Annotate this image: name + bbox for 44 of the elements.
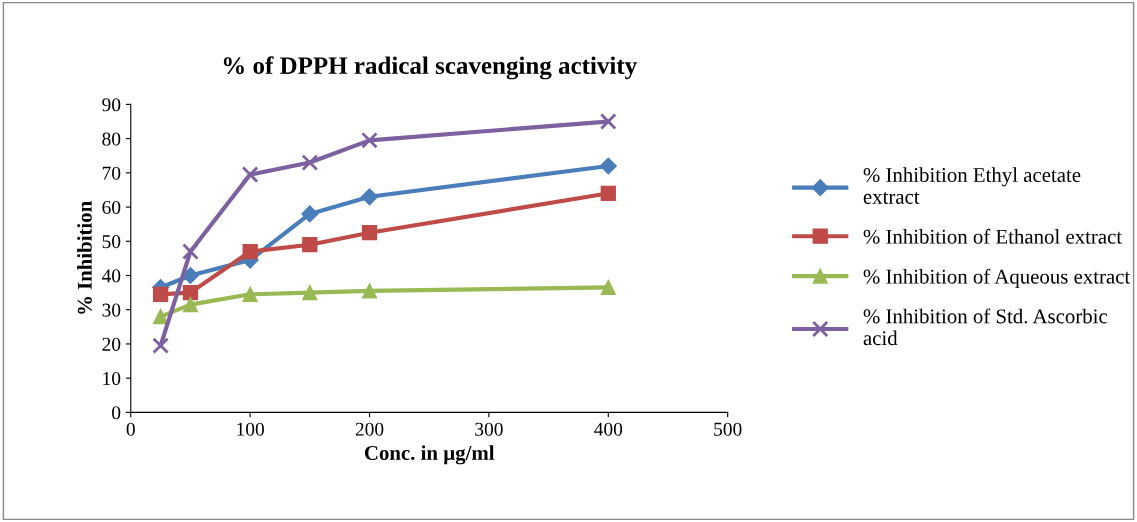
point: [182, 284, 199, 301]
point: [599, 113, 617, 130]
y-tick-label: 20: [102, 337, 121, 351]
x-tick-label: 500: [714, 422, 742, 436]
point: [600, 185, 616, 202]
y-axis-title: % Inhibition: [77, 201, 92, 314]
point: [301, 205, 319, 223]
y-tick-label: 60: [102, 200, 121, 214]
x-tick-label: 0: [126, 422, 135, 436]
y-tick-label: 70: [102, 166, 121, 180]
y-tick-label: 90: [102, 98, 121, 112]
point: [361, 283, 378, 299]
point: [242, 243, 258, 260]
point: [152, 337, 169, 354]
y-tick-label: 0: [112, 406, 121, 420]
x-tick-label: 400: [594, 422, 623, 436]
point: [360, 188, 379, 206]
point: [600, 279, 616, 296]
legend-label: % Inhibition of Ethanol extract: [863, 228, 1122, 244]
x-axis-title: Conc. in µg/ml: [364, 445, 495, 465]
point: [241, 166, 259, 183]
point: [152, 308, 169, 325]
x-tick-label: 300: [475, 422, 503, 436]
y-tick-label: 50: [102, 235, 121, 249]
y-tick-label: 80: [102, 132, 121, 146]
point: [182, 243, 199, 260]
y-tick-label: 30: [102, 303, 121, 317]
point: [242, 286, 258, 302]
x-tick-label: 200: [355, 422, 384, 436]
x-tick-label: 100: [237, 422, 264, 436]
point: [301, 154, 319, 171]
point: [182, 296, 199, 313]
chart-title: % of DPPH radical scavenging activity: [223, 56, 637, 80]
point: [152, 286, 169, 302]
point: [599, 157, 617, 175]
point: [361, 225, 378, 241]
y-tick-label: 10: [103, 371, 121, 386]
legend-label: % Inhibition of Aqueous extract: [863, 268, 1131, 288]
legend-label: % Inhibition Ethyl acetate extract: [863, 167, 1081, 204]
y-tick-label: 40: [101, 269, 121, 283]
point: [302, 284, 318, 301]
point: [302, 237, 318, 253]
point: [361, 132, 378, 149]
legend-label: % Inhibition of Std. Ascorbic acid: [863, 308, 1108, 346]
